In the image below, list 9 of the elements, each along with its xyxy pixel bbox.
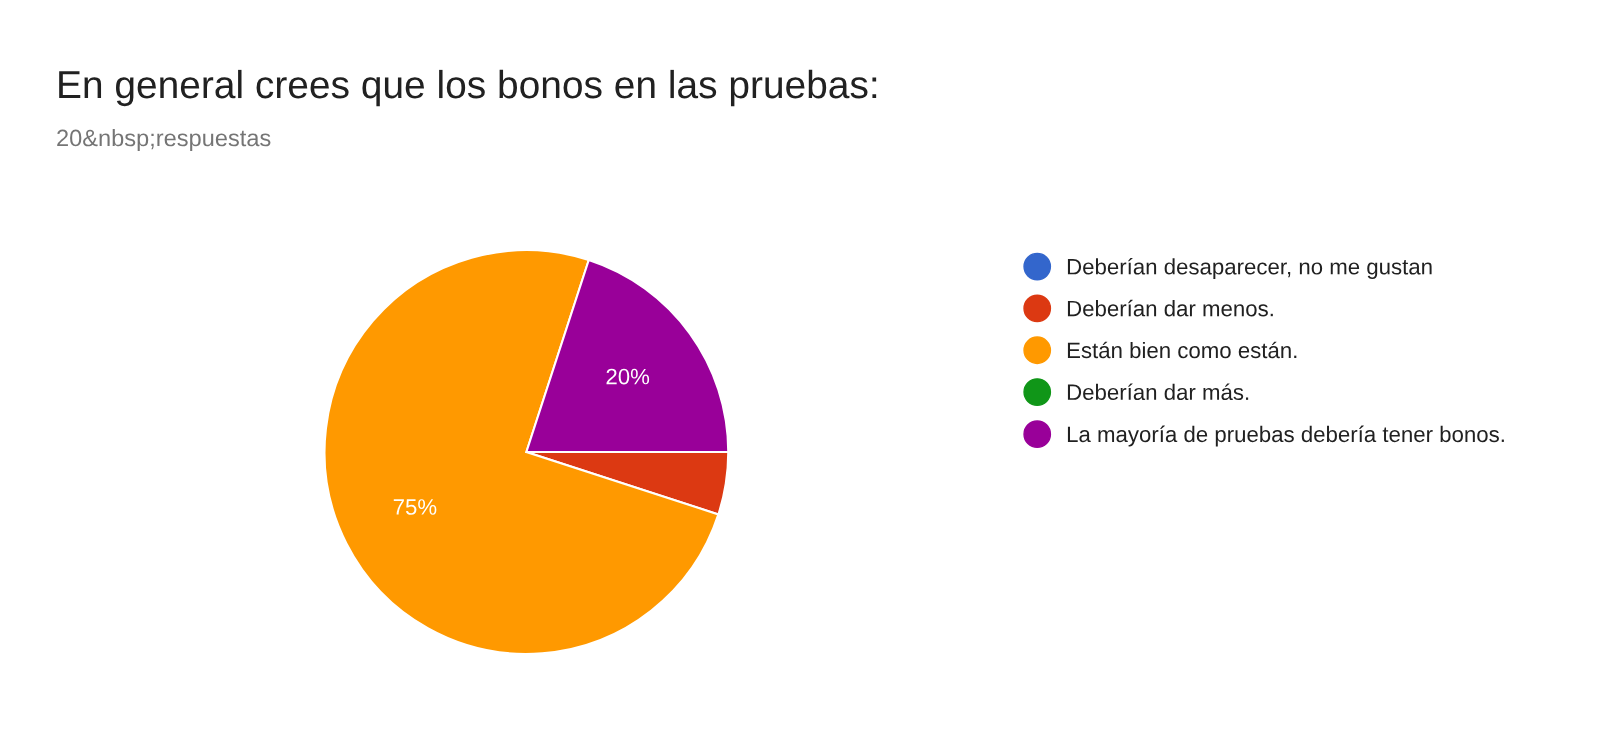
data-label: 75% — [393, 499, 437, 515]
chart-title: En general crees que los bonos en las pruebas: — [59, 69, 877, 107]
legend-label: Deberían desaparecer, no me gustan — [1067, 258, 1432, 279]
legend-label: Están bien como están. — [1067, 341, 1297, 359]
legend-label: Deberían dar menos. — [1067, 299, 1273, 317]
chart-subtitle: 20&nbsp;respuestas — [57, 129, 271, 152]
data-label: 20% — [606, 368, 650, 385]
legend-label: La mayoría de pruebas debería tener bonos. — [1067, 425, 1504, 447]
legend-label: Deberían dar más. — [1067, 383, 1249, 401]
